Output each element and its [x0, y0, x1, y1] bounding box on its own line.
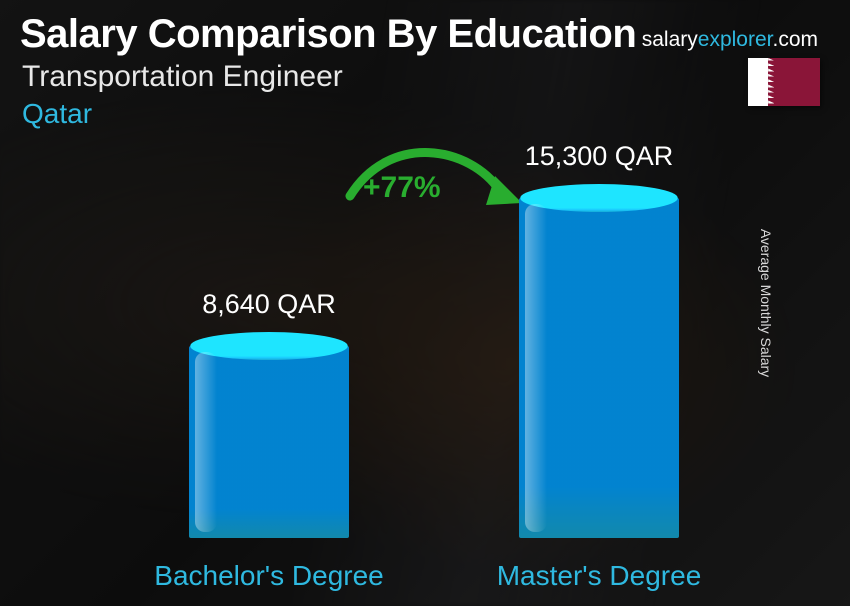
bar-body: [519, 198, 679, 538]
country-label: Qatar: [22, 98, 92, 130]
bar: 8,640 QARBachelor's Degree: [189, 346, 349, 538]
brand-text: salaryexplorer.com: [642, 28, 818, 52]
brand-main: salary: [642, 28, 698, 51]
bar: 15,300 QARMaster's Degree: [519, 198, 679, 538]
infographic-canvas: Salary Comparison By Education Transport…: [0, 0, 850, 606]
brand-accent: explorer: [698, 28, 773, 51]
bar-chart: +77% 8,640 QARBachelor's Degree15,300 QA…: [0, 136, 850, 606]
content-layer: Salary Comparison By Education Transport…: [0, 0, 850, 606]
brand-tld: .com: [772, 28, 818, 51]
flag-white-band: [748, 58, 768, 106]
job-subtitle: Transportation Engineer: [22, 60, 343, 94]
bar-label: Bachelor's Degree: [119, 560, 419, 592]
percent-increase-badge: +77%: [363, 171, 441, 205]
bar-label: Master's Degree: [449, 560, 749, 592]
bar-body: [189, 346, 349, 538]
qatar-flag-icon: [748, 58, 820, 106]
bar-value: 8,640 QAR: [139, 289, 399, 320]
page-title: Salary Comparison By Education: [20, 12, 636, 57]
bar-value: 15,300 QAR: [469, 141, 729, 172]
flag-maroon-band: [768, 58, 820, 106]
